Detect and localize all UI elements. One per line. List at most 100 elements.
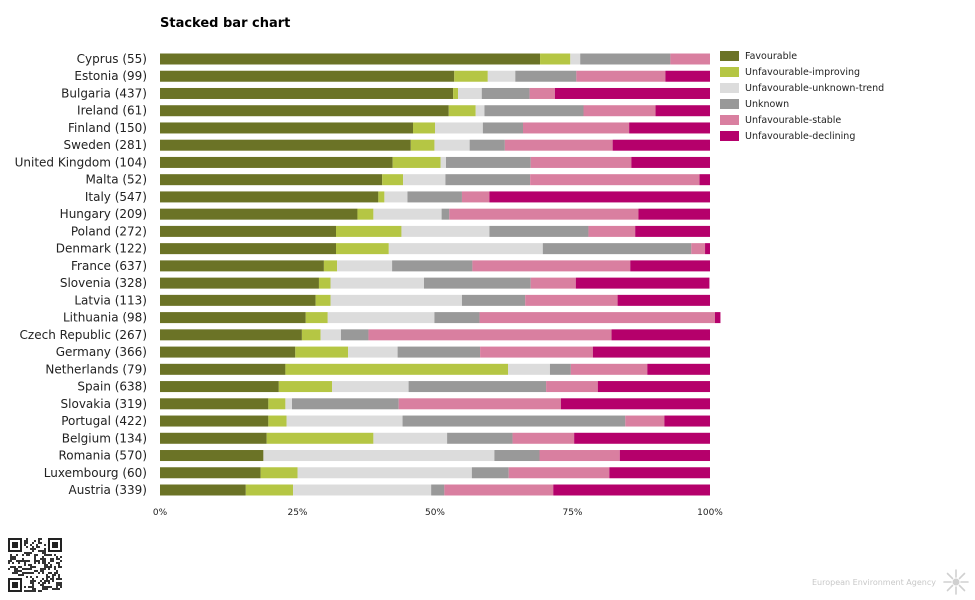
bar-segment[interactable] bbox=[539, 450, 620, 462]
bar-segment[interactable] bbox=[691, 243, 706, 255]
bar-segment[interactable] bbox=[160, 208, 358, 220]
bar-segment[interactable] bbox=[403, 174, 446, 186]
bar-segment[interactable] bbox=[479, 312, 715, 324]
bar-segment[interactable] bbox=[617, 294, 710, 306]
bar-segment[interactable] bbox=[549, 363, 571, 375]
bar-segment[interactable] bbox=[285, 398, 292, 410]
bar-segment[interactable] bbox=[553, 484, 710, 496]
bar-segment[interactable] bbox=[402, 415, 626, 427]
bar-segment[interactable] bbox=[472, 260, 631, 272]
bar-segment[interactable] bbox=[504, 139, 613, 151]
bar-segment[interactable] bbox=[576, 70, 666, 82]
bar-segment[interactable] bbox=[160, 122, 413, 134]
bar-segment[interactable] bbox=[160, 243, 336, 255]
bar-segment[interactable] bbox=[530, 174, 700, 186]
bar-segment[interactable] bbox=[453, 87, 459, 99]
bar-segment[interactable] bbox=[570, 53, 581, 65]
bar-segment[interactable] bbox=[293, 484, 432, 496]
bar-segment[interactable] bbox=[160, 156, 393, 168]
bar-segment[interactable] bbox=[407, 191, 462, 203]
bar-segment[interactable] bbox=[295, 346, 349, 358]
bar-segment[interactable] bbox=[160, 174, 383, 186]
bar-segment[interactable] bbox=[449, 208, 639, 220]
bar-segment[interactable] bbox=[448, 105, 476, 117]
bar-segment[interactable] bbox=[431, 484, 445, 496]
bar-segment[interactable] bbox=[512, 432, 575, 444]
bar-segment[interactable] bbox=[373, 208, 442, 220]
bar-segment[interactable] bbox=[336, 225, 402, 237]
bar-segment[interactable] bbox=[408, 381, 547, 393]
bar-segment[interactable] bbox=[327, 312, 435, 324]
bar-segment[interactable] bbox=[494, 450, 540, 462]
bar-segment[interactable] bbox=[397, 346, 481, 358]
bar-segment[interactable] bbox=[435, 122, 483, 134]
bar-segment[interactable] bbox=[160, 294, 316, 306]
bar-segment[interactable] bbox=[434, 139, 470, 151]
bar-segment[interactable] bbox=[580, 53, 671, 65]
bar-segment[interactable] bbox=[625, 415, 665, 427]
bar-segment[interactable] bbox=[357, 208, 374, 220]
bar-segment[interactable] bbox=[525, 294, 618, 306]
bar-segment[interactable] bbox=[266, 432, 374, 444]
bar-segment[interactable] bbox=[160, 87, 454, 99]
bar-segment[interactable] bbox=[378, 191, 385, 203]
bar-segment[interactable] bbox=[631, 156, 710, 168]
bar-segment[interactable] bbox=[245, 484, 294, 496]
bar-segment[interactable] bbox=[263, 450, 495, 462]
bar-segment[interactable] bbox=[475, 105, 485, 117]
bar-segment[interactable] bbox=[285, 363, 509, 375]
bar-segment[interactable] bbox=[609, 467, 710, 479]
bar-segment[interactable] bbox=[441, 208, 450, 220]
bar-segment[interactable] bbox=[461, 191, 490, 203]
bar-segment[interactable] bbox=[611, 329, 710, 341]
bar-segment[interactable] bbox=[368, 329, 612, 341]
bar-segment[interactable] bbox=[574, 432, 710, 444]
bar-segment[interactable] bbox=[540, 53, 571, 65]
bar-segment[interactable] bbox=[588, 225, 636, 237]
bar-segment[interactable] bbox=[388, 243, 543, 255]
bar-segment[interactable] bbox=[373, 432, 448, 444]
bar-segment[interactable] bbox=[318, 277, 331, 289]
bar-segment[interactable] bbox=[160, 415, 269, 427]
bar-segment[interactable] bbox=[330, 277, 425, 289]
bar-segment[interactable] bbox=[382, 174, 404, 186]
bar-segment[interactable] bbox=[523, 122, 630, 134]
bar-segment[interactable] bbox=[160, 329, 302, 341]
bar-segment[interactable] bbox=[260, 467, 298, 479]
bar-segment[interactable] bbox=[160, 381, 279, 393]
bar-segment[interactable] bbox=[575, 277, 710, 289]
bar-segment[interactable] bbox=[508, 467, 610, 479]
bar-segment[interactable] bbox=[160, 484, 246, 496]
bar-segment[interactable] bbox=[629, 122, 710, 134]
bar-segment[interactable] bbox=[348, 346, 398, 358]
bar-segment[interactable] bbox=[529, 87, 555, 99]
bar-segment[interactable] bbox=[336, 243, 389, 255]
bar-segment[interactable] bbox=[160, 467, 261, 479]
bar-segment[interactable] bbox=[286, 415, 403, 427]
bar-segment[interactable] bbox=[583, 105, 656, 117]
bar-segment[interactable] bbox=[508, 363, 550, 375]
bar-segment[interactable] bbox=[305, 312, 328, 324]
bar-segment[interactable] bbox=[542, 243, 692, 255]
bar-segment[interactable] bbox=[401, 225, 490, 237]
bar-segment[interactable] bbox=[160, 139, 411, 151]
bar-segment[interactable] bbox=[489, 225, 589, 237]
bar-segment[interactable] bbox=[440, 156, 447, 168]
bar-segment[interactable] bbox=[515, 70, 577, 82]
bar-segment[interactable] bbox=[530, 277, 576, 289]
bar-segment[interactable] bbox=[597, 381, 710, 393]
bar-segment[interactable] bbox=[320, 329, 341, 341]
bar-segment[interactable] bbox=[554, 87, 710, 99]
bar-segment[interactable] bbox=[489, 191, 710, 203]
bar-segment[interactable] bbox=[292, 398, 399, 410]
bar-segment[interactable] bbox=[619, 450, 710, 462]
bar-segment[interactable] bbox=[160, 70, 455, 82]
bar-segment[interactable] bbox=[301, 329, 321, 341]
bar-segment[interactable] bbox=[469, 139, 505, 151]
bar-segment[interactable] bbox=[160, 225, 336, 237]
bar-segment[interactable] bbox=[392, 156, 441, 168]
bar-segment[interactable] bbox=[323, 260, 338, 272]
bar-segment[interactable] bbox=[638, 208, 711, 220]
bar-segment[interactable] bbox=[160, 191, 379, 203]
bar-segment[interactable] bbox=[458, 87, 482, 99]
